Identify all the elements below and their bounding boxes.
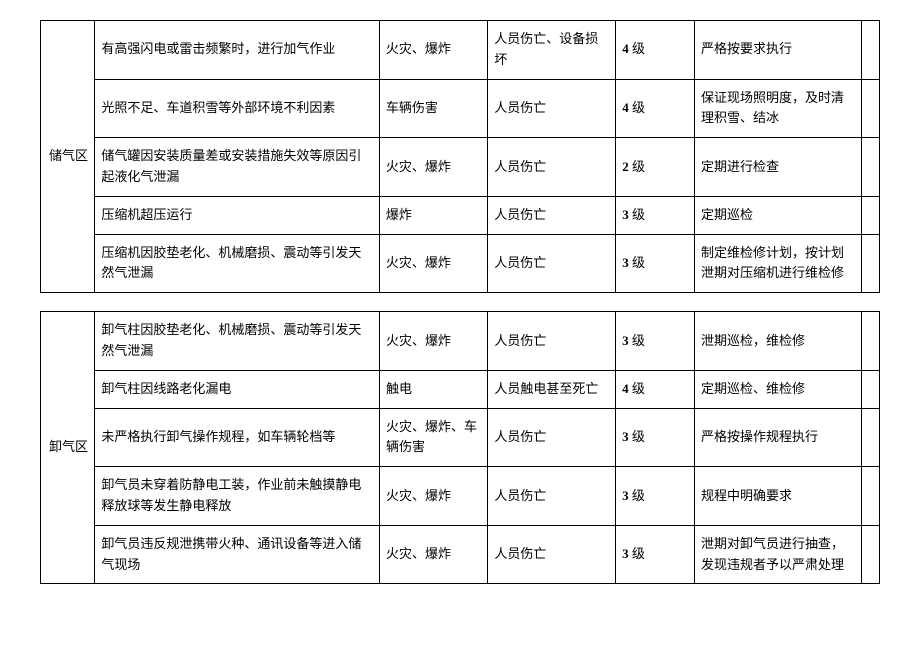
level-suffix: 级 bbox=[629, 159, 645, 174]
consequence-cell: 人员触电甚至死亡 bbox=[488, 370, 616, 408]
risk-table-0: 储气区有高强闪电或雷击频繁时，进行加气作业火灾、爆炸人员伤亡、设备损坏4 级严格… bbox=[40, 20, 880, 293]
empty-cell bbox=[862, 525, 880, 584]
level-suffix: 级 bbox=[629, 429, 645, 444]
desc-cell: 压缩机因胶垫老化、机械磨损、震动等引发天然气泄漏 bbox=[95, 234, 379, 293]
measure-cell: 严格按要求执行 bbox=[695, 21, 862, 80]
level-suffix: 级 bbox=[629, 381, 645, 396]
measure-cell: 保证现场照明度，及时清理积雪、结冰 bbox=[695, 79, 862, 138]
table-row: 卸气柱因线路老化漏电触电人员触电甚至死亡4 级定期巡检、维检修 bbox=[41, 370, 880, 408]
table-row: 压缩机超压运行爆炸人员伤亡3 级定期巡检 bbox=[41, 196, 880, 234]
level-suffix: 级 bbox=[629, 255, 645, 270]
risk-cell: 触电 bbox=[379, 370, 487, 408]
measure-cell: 制定维检修计划，按计划泄期对压缩机进行维检修 bbox=[695, 234, 862, 293]
consequence-cell: 人员伤亡 bbox=[488, 408, 616, 467]
level-suffix: 级 bbox=[629, 41, 645, 56]
consequence-cell: 人员伤亡 bbox=[488, 467, 616, 526]
consequence-cell: 人员伤亡 bbox=[488, 138, 616, 197]
risk-cell: 火灾、爆炸 bbox=[379, 234, 487, 293]
desc-cell: 压缩机超压运行 bbox=[95, 196, 379, 234]
desc-cell: 卸气员违反规泄携带火种、通讯设备等进入储气现场 bbox=[95, 525, 380, 584]
level-cell: 2 级 bbox=[616, 138, 695, 197]
empty-cell bbox=[862, 467, 880, 526]
level-suffix: 级 bbox=[629, 100, 645, 115]
desc-cell: 光照不足、车道积雪等外部环境不利因素 bbox=[95, 79, 379, 138]
measure-cell: 泄期巡检，维检修 bbox=[694, 312, 861, 371]
measure-cell: 规程中明确要求 bbox=[694, 467, 861, 526]
risk-cell: 车辆伤害 bbox=[379, 79, 487, 138]
level-cell: 3 级 bbox=[616, 312, 695, 371]
level-cell: 4 级 bbox=[616, 370, 695, 408]
table-row: 卸气员违反规泄携带火种、通讯设备等进入储气现场火灾、爆炸人员伤亡3 级泄期对卸气… bbox=[41, 525, 880, 584]
risk-cell: 爆炸 bbox=[379, 196, 487, 234]
risk-table-1: 卸气区卸气柱因胶垫老化、机械磨损、震动等引发天然气泄漏火灾、爆炸人员伤亡3 级泄… bbox=[40, 311, 880, 584]
risk-cell: 火灾、爆炸 bbox=[379, 138, 487, 197]
desc-cell: 储气罐因安装质量差或安装措施失效等原因引起液化气泄漏 bbox=[95, 138, 379, 197]
risk-cell: 火灾、爆炸 bbox=[379, 525, 487, 584]
empty-cell bbox=[862, 234, 880, 293]
area-label: 储气区 bbox=[49, 148, 88, 163]
area-label: 卸气区 bbox=[49, 439, 88, 454]
tables-container: 储气区有高强闪电或雷击频繁时，进行加气作业火灾、爆炸人员伤亡、设备损坏4 级严格… bbox=[40, 20, 880, 584]
consequence-cell: 人员伤亡、设备损坏 bbox=[488, 21, 616, 80]
desc-cell: 卸气柱因线路老化漏电 bbox=[95, 370, 380, 408]
level-suffix: 级 bbox=[629, 488, 645, 503]
desc-cell: 卸气员未穿着防静电工装，作业前未触摸静电释放球等发生静电释放 bbox=[95, 467, 380, 526]
area-cell: 储气区 bbox=[41, 21, 95, 293]
table-row: 卸气员未穿着防静电工装，作业前未触摸静电释放球等发生静电释放火灾、爆炸人员伤亡3… bbox=[41, 467, 880, 526]
level-cell: 3 级 bbox=[616, 234, 695, 293]
measure-cell: 泄期对卸气员进行抽查，发现违规者予以严肃处理 bbox=[694, 525, 861, 584]
desc-cell: 未严格执行卸气操作规程，如车辆轮档等 bbox=[95, 408, 380, 467]
risk-cell: 火灾、爆炸 bbox=[379, 21, 487, 80]
table-row: 未严格执行卸气操作规程，如车辆轮档等火灾、爆炸、车辆伤害人员伤亡3 级严格按操作… bbox=[41, 408, 880, 467]
table-row: 储气罐因安装质量差或安装措施失效等原因引起液化气泄漏火灾、爆炸人员伤亡2 级定期… bbox=[41, 138, 880, 197]
level-cell: 3 级 bbox=[616, 408, 695, 467]
level-cell: 4 级 bbox=[616, 21, 695, 80]
level-suffix: 级 bbox=[629, 546, 645, 561]
table-row: 卸气区卸气柱因胶垫老化、机械磨损、震动等引发天然气泄漏火灾、爆炸人员伤亡3 级泄… bbox=[41, 312, 880, 371]
consequence-cell: 人员伤亡 bbox=[488, 312, 616, 371]
measure-cell: 定期巡检 bbox=[695, 196, 862, 234]
level-cell: 4 级 bbox=[616, 79, 695, 138]
level-suffix: 级 bbox=[629, 333, 645, 348]
desc-cell: 卸气柱因胶垫老化、机械磨损、震动等引发天然气泄漏 bbox=[95, 312, 380, 371]
level-suffix: 级 bbox=[629, 207, 645, 222]
measure-cell: 定期进行检查 bbox=[695, 138, 862, 197]
empty-cell bbox=[862, 79, 880, 138]
table-row: 光照不足、车道积雪等外部环境不利因素车辆伤害人员伤亡4 级保证现场照明度，及时清… bbox=[41, 79, 880, 138]
measure-cell: 严格按操作规程执行 bbox=[694, 408, 861, 467]
empty-cell bbox=[862, 408, 880, 467]
empty-cell bbox=[862, 312, 880, 371]
consequence-cell: 人员伤亡 bbox=[488, 196, 616, 234]
empty-cell bbox=[862, 138, 880, 197]
measure-cell: 定期巡检、维检修 bbox=[694, 370, 861, 408]
risk-cell: 火灾、爆炸、车辆伤害 bbox=[379, 408, 487, 467]
empty-cell bbox=[862, 21, 880, 80]
desc-cell: 有高强闪电或雷击频繁时，进行加气作业 bbox=[95, 21, 379, 80]
risk-cell: 火灾、爆炸 bbox=[379, 467, 487, 526]
risk-cell: 火灾、爆炸 bbox=[379, 312, 487, 371]
level-cell: 3 级 bbox=[616, 467, 695, 526]
table-row: 压缩机因胶垫老化、机械磨损、震动等引发天然气泄漏火灾、爆炸人员伤亡3 级制定维检… bbox=[41, 234, 880, 293]
level-cell: 3 级 bbox=[616, 196, 695, 234]
empty-cell bbox=[862, 370, 880, 408]
area-cell: 卸气区 bbox=[41, 312, 95, 584]
level-cell: 3 级 bbox=[616, 525, 695, 584]
consequence-cell: 人员伤亡 bbox=[488, 525, 616, 584]
table-row: 储气区有高强闪电或雷击频繁时，进行加气作业火灾、爆炸人员伤亡、设备损坏4 级严格… bbox=[41, 21, 880, 80]
consequence-cell: 人员伤亡 bbox=[488, 79, 616, 138]
consequence-cell: 人员伤亡 bbox=[488, 234, 616, 293]
empty-cell bbox=[862, 196, 880, 234]
